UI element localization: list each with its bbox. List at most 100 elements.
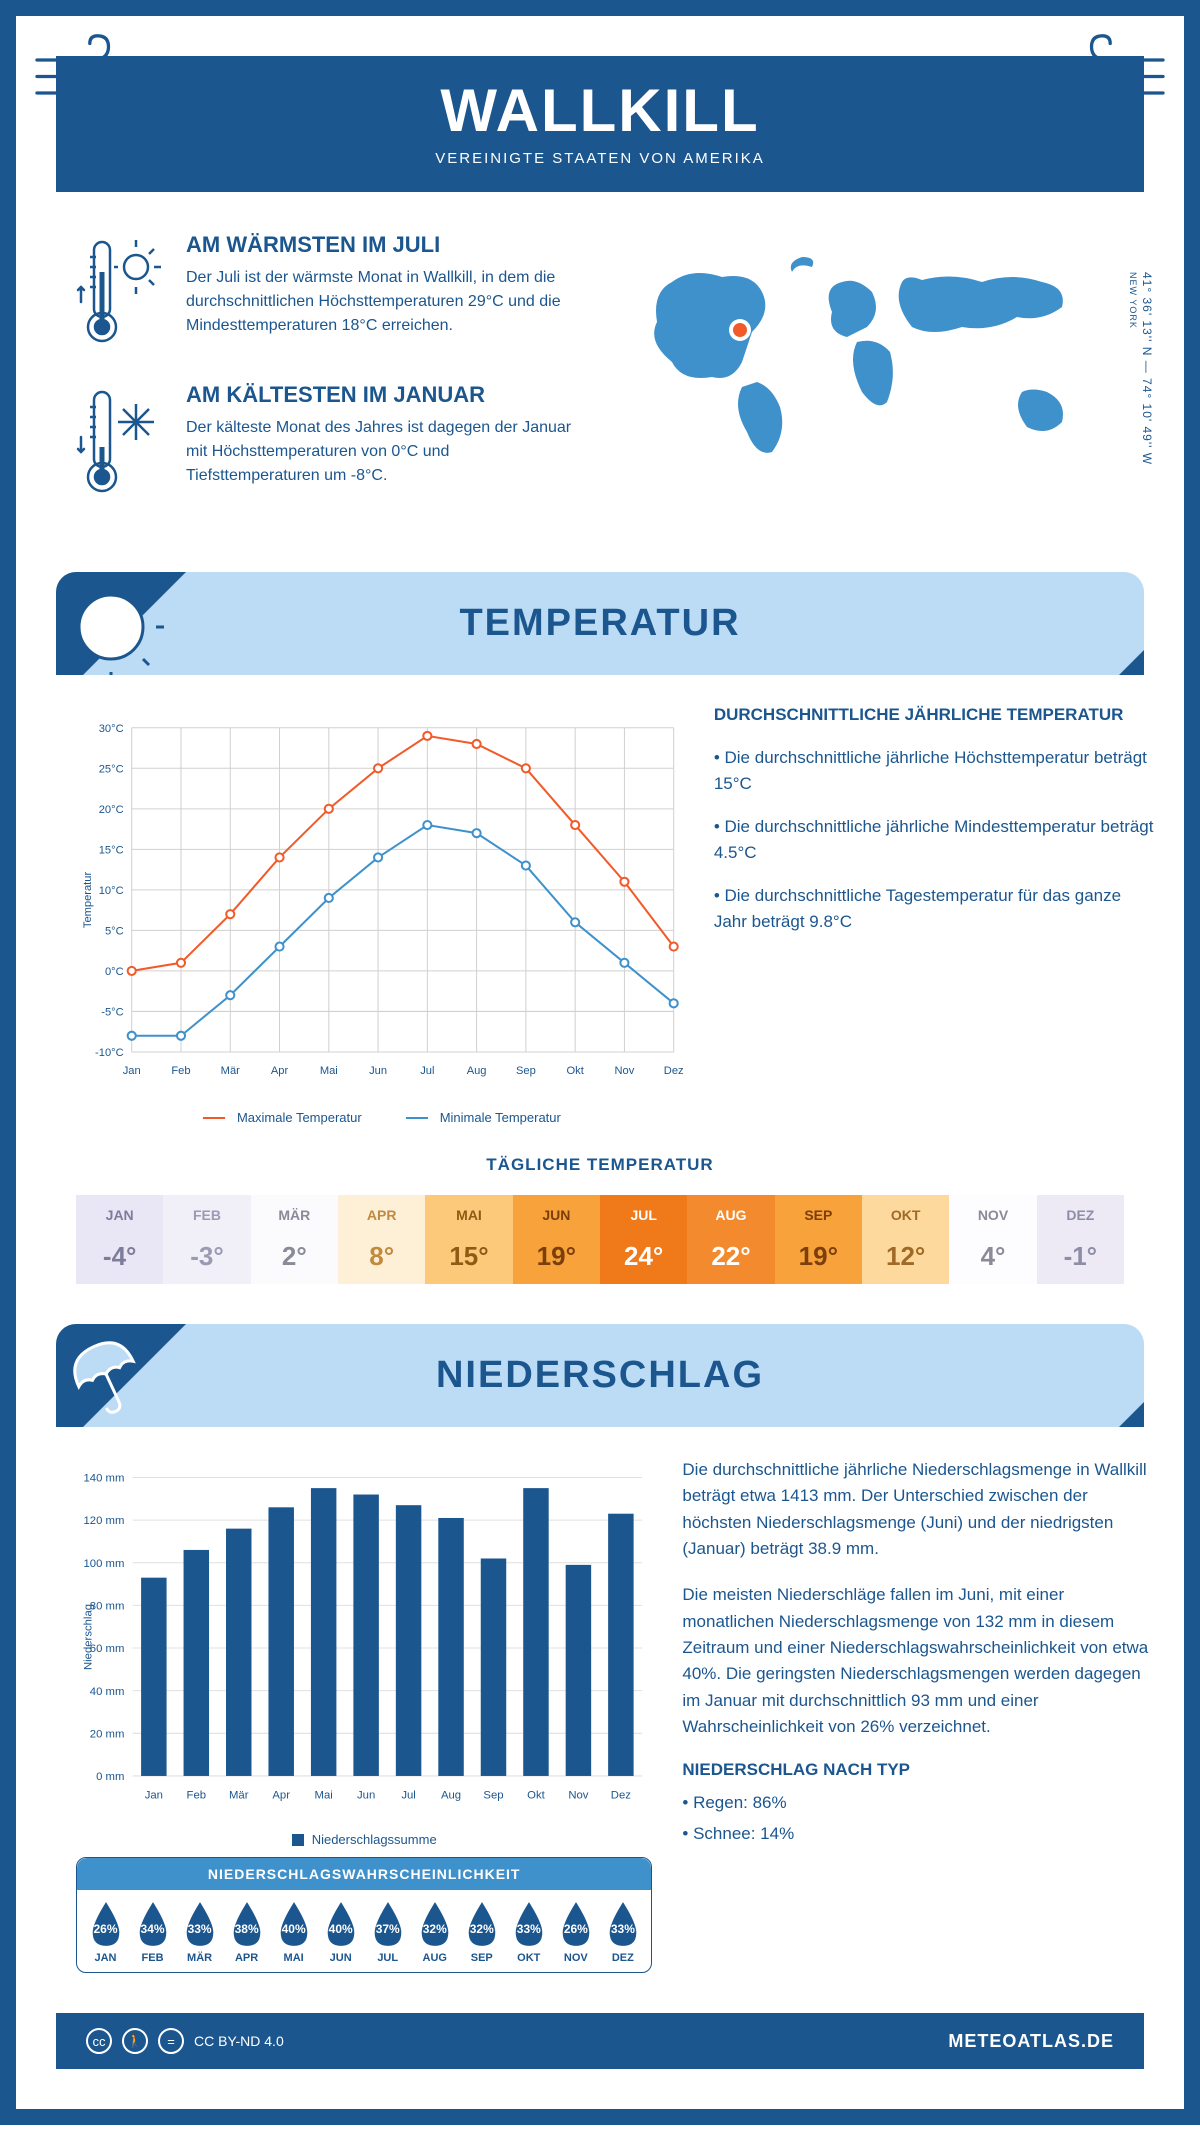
svg-text:25°C: 25°C	[99, 763, 124, 775]
svg-text:0°C: 0°C	[105, 966, 124, 978]
daily-temp-cell: JUN19°	[513, 1195, 600, 1284]
corner-decoration	[1119, 1402, 1144, 1427]
precipitation-type-title: NIEDERSCHLAG NACH TYP	[682, 1760, 1154, 1780]
precipitation-rain: • Regen: 86%	[682, 1790, 1154, 1816]
temperature-info-title: DURCHSCHNITTLICHE JÄHRLICHE TEMPERATUR	[714, 705, 1154, 725]
precipitation-text-1: Die durchschnittliche jährliche Niedersc…	[682, 1457, 1154, 1562]
wind-icon-right	[1064, 16, 1174, 126]
svg-text:-5°C: -5°C	[101, 1006, 123, 1018]
precipitation-drop: 40% MAI	[270, 1900, 317, 1964]
warmest-body: Der Juli ist der wärmste Monat in Wallki…	[186, 266, 580, 338]
precipitation-drop: 32% AUG	[411, 1900, 458, 1964]
svg-text:140 mm: 140 mm	[84, 1473, 125, 1485]
intro-section: AM WÄRMSTEN IM JULI Der Juli ist der wär…	[16, 192, 1184, 572]
daily-temp-cell: FEB-3°	[163, 1195, 250, 1284]
temperature-info: DURCHSCHNITTLICHE JÄHRLICHE TEMPERATUR •…	[714, 705, 1154, 1125]
temperature-bullet-1: • Die durchschnittliche jährliche Mindes…	[714, 814, 1154, 865]
svg-text:Niederschlag: Niederschlag	[82, 1604, 94, 1670]
daily-temp-cell: JAN-4°	[76, 1195, 163, 1284]
svg-text:-10°C: -10°C	[95, 1047, 124, 1059]
country-subtitle: VEREINIGTE STAATEN VON AMERIKA	[56, 150, 1144, 167]
svg-text:Nov: Nov	[615, 1065, 635, 1077]
svg-text:20 mm: 20 mm	[90, 1728, 125, 1740]
svg-text:60 mm: 60 mm	[90, 1643, 125, 1655]
footer-site: METEOATLAS.DE	[948, 2031, 1114, 2052]
svg-text:Nov: Nov	[568, 1790, 588, 1802]
precipitation-body: 0 mm20 mm40 mm60 mm80 mm100 mm120 mm140 …	[16, 1427, 1184, 2013]
svg-text:Jan: Jan	[123, 1065, 141, 1077]
svg-text:80 mm: 80 mm	[90, 1601, 125, 1613]
precipitation-probability-title: NIEDERSCHLAGSWAHRSCHEINLICHKEIT	[77, 1858, 651, 1890]
svg-text:0 mm: 0 mm	[96, 1771, 124, 1783]
daily-temp-cell: AUG22°	[687, 1195, 774, 1284]
daily-temp-cell: MÄR2°	[251, 1195, 338, 1284]
precipitation-drop: 33% OKT	[505, 1900, 552, 1964]
by-icon: 🚶	[122, 2028, 148, 2054]
svg-text:Jul: Jul	[420, 1065, 434, 1077]
precipitation-title: NIEDERSCHLAG	[56, 1354, 1144, 1397]
svg-text:Sep: Sep	[483, 1790, 503, 1802]
sun-icon	[56, 572, 186, 675]
svg-text:10°C: 10°C	[99, 885, 124, 897]
precipitation-header: NIEDERSCHLAG	[56, 1324, 1144, 1427]
svg-text:20°C: 20°C	[99, 804, 124, 816]
legend-precip: Niederschlagssumme	[292, 1832, 437, 1847]
daily-temp-title: TÄGLICHE TEMPERATUR	[16, 1155, 1184, 1175]
temperature-header: TEMPERATUR	[56, 572, 1144, 675]
daily-temperature-table: JAN-4°FEB-3°MÄR2°APR8°MAI15°JUN19°JUL24°…	[76, 1195, 1124, 1284]
cc-icon: cc	[86, 2028, 112, 2054]
svg-text:Okt: Okt	[527, 1790, 545, 1802]
svg-text:Jun: Jun	[357, 1790, 375, 1802]
temperature-chart-container: -10°C-5°C0°C5°C10°C15°C20°C25°C30°CJanFe…	[76, 705, 684, 1125]
precipitation-text-2: Die meisten Niederschläge fallen im Juni…	[682, 1582, 1154, 1740]
daily-temp-cell: DEZ-1°	[1037, 1195, 1124, 1284]
svg-text:Apr: Apr	[272, 1790, 290, 1802]
svg-text:Dez: Dez	[664, 1065, 684, 1077]
temperature-title: TEMPERATUR	[56, 602, 1144, 645]
page-footer: cc 🚶 = CC BY-ND 4.0 METEOATLAS.DE	[56, 2013, 1144, 2069]
temperature-line-chart: -10°C-5°C0°C5°C10°C15°C20°C25°C30°CJanFe…	[76, 705, 684, 1095]
corner-decoration	[1119, 650, 1144, 675]
daily-temp-cell: JUL24°	[600, 1195, 687, 1284]
precipitation-drop: 33% MÄR	[176, 1900, 223, 1964]
coordinates: 41° 36' 13'' N — 74° 10' 49'' W NEW YORK	[1126, 272, 1154, 465]
svg-text:Dez: Dez	[611, 1790, 631, 1802]
precipitation-drop: 26% NOV	[552, 1900, 599, 1964]
temperature-body: -10°C-5°C0°C5°C10°C15°C20°C25°C30°CJanFe…	[16, 675, 1184, 1145]
svg-text:15°C: 15°C	[99, 844, 124, 856]
world-map-icon	[620, 232, 1124, 492]
thermometer-snow-icon	[76, 382, 166, 502]
daily-temp-cell: OKT12°	[862, 1195, 949, 1284]
svg-text:120 mm: 120 mm	[84, 1515, 125, 1527]
svg-text:40 mm: 40 mm	[90, 1686, 125, 1698]
coldest-body: Der kälteste Monat des Jahres ist dagege…	[186, 416, 580, 488]
page-header: WALLKILL VEREINIGTE STAATEN VON AMERIKA	[56, 56, 1144, 192]
coldest-title: AM KÄLTESTEN IM JANUAR	[186, 382, 580, 408]
precipitation-drop: 33% DEZ	[599, 1900, 646, 1964]
precipitation-drop: 40% JUN	[317, 1900, 364, 1964]
precipitation-drop: 26% JAN	[82, 1900, 129, 1964]
legend-max: Maximale Temperatur	[199, 1110, 362, 1125]
temperature-legend: Maximale Temperatur Minimale Temperatur	[76, 1110, 684, 1125]
umbrella-icon	[56, 1324, 186, 1427]
svg-text:Mär: Mär	[229, 1790, 249, 1802]
svg-text:Temperatur: Temperatur	[82, 872, 94, 929]
license-text: CC BY-ND 4.0	[194, 2033, 284, 2049]
temperature-bullet-2: • Die durchschnittliche Tagestemperatur …	[714, 883, 1154, 934]
precipitation-drop: 32% SEP	[458, 1900, 505, 1964]
svg-text:Apr: Apr	[271, 1065, 289, 1077]
daily-temp-cell: NOV4°	[949, 1195, 1036, 1284]
warmest-text: AM WÄRMSTEN IM JULI Der Juli ist der wär…	[186, 232, 580, 352]
precipitation-left: 0 mm20 mm40 mm60 mm80 mm100 mm120 mm140 …	[76, 1457, 652, 1973]
svg-text:Sep: Sep	[516, 1065, 536, 1077]
temperature-bullet-0: • Die durchschnittliche jährliche Höchst…	[714, 745, 1154, 796]
daily-temp-cell: APR8°	[338, 1195, 425, 1284]
wind-icon-left	[26, 16, 136, 126]
legend-min: Minimale Temperatur	[402, 1110, 561, 1125]
precipitation-probability-row: 26% JAN 34% FEB 33% MÄR 38% APR 40% MAI	[77, 1890, 651, 1972]
svg-text:Okt: Okt	[566, 1065, 584, 1077]
precipitation-snow: • Schnee: 14%	[682, 1821, 1154, 1847]
thermometer-sun-icon	[76, 232, 166, 352]
svg-text:5°C: 5°C	[105, 925, 124, 937]
coldest-text: AM KÄLTESTEN IM JANUAR Der kälteste Mona…	[186, 382, 580, 502]
